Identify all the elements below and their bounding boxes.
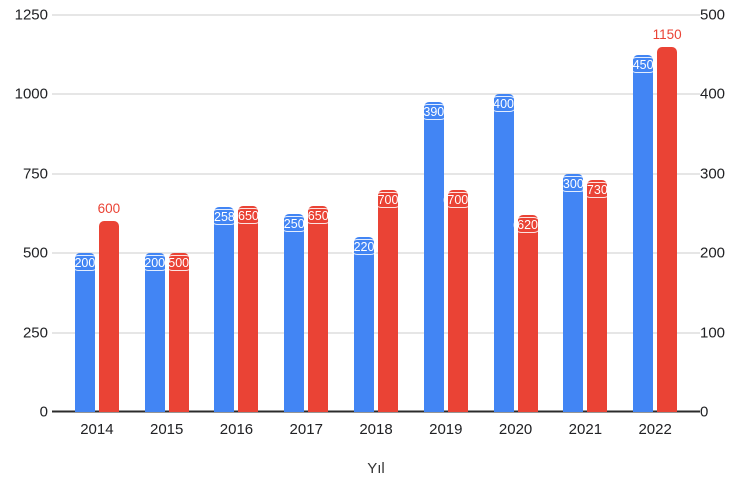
x-axis-labels: 2014 2015 2016 2017 2018 2019 2020 2021 2022 <box>62 421 690 439</box>
bar-value-label: 400 <box>489 96 519 113</box>
bar-value-label: 500 <box>164 255 194 272</box>
red-series-bar: 700 <box>443 189 473 412</box>
blue-series-bar: 300 <box>558 173 588 412</box>
x-axis-tick-label: 2015 <box>149 421 184 438</box>
x-axis-tick-label: 2022 <box>638 421 672 438</box>
right-axis-tick-label: 300 <box>700 165 726 183</box>
x-axis-tick-label: 2016 <box>219 421 254 438</box>
blue-series-bar: 250 <box>279 213 309 412</box>
left-axis-tick-label: 250 <box>22 324 48 342</box>
red-series-bar: 600 <box>98 201 120 412</box>
right-axis-tick-label: 500 <box>700 6 726 24</box>
red-series-bar: 650 <box>234 205 263 412</box>
bar-value-label: 250 <box>279 215 309 232</box>
bar-group: 220 700 <box>341 15 411 412</box>
bar-group: 200 500 <box>132 15 202 412</box>
bar-value-label: 650 <box>303 207 333 224</box>
right-axis-labels: 0 100 200 300 400 500 <box>700 7 740 421</box>
blue-series-bar: 200 <box>140 253 170 412</box>
bars-layer: 200 600 200 500 258 650 250 650 220 700 390 700 400 6… <box>62 15 690 412</box>
left-axis-tick-label: 1250 <box>14 6 48 24</box>
red-series-bar: 700 <box>373 189 403 412</box>
bar-value-label: 700 <box>373 191 403 208</box>
bar-value-label: 650 <box>234 207 263 224</box>
x-axis-tick-label: 2020 <box>498 421 533 438</box>
left-axis-tick-label: 500 <box>22 244 48 262</box>
x-axis-tick-label: 2018 <box>359 421 393 438</box>
right-axis-tick-label: 100 <box>700 324 726 342</box>
bar-group: 390 700 <box>411 15 481 412</box>
bar-group: 300 730 <box>550 15 620 412</box>
red-series-bar: 1150 <box>653 27 682 412</box>
red-series-bar: 500 <box>164 253 194 412</box>
blue-series-bar: 400 <box>489 94 519 412</box>
bar-group: 250 650 <box>271 15 341 412</box>
blue-series-bar: 390 <box>419 102 449 412</box>
blue-series-bar: 200 <box>70 253 100 412</box>
right-axis-tick-label: 0 <box>700 403 709 421</box>
bar-group: 258 650 <box>202 15 272 412</box>
right-axis-tick-label: 400 <box>700 85 726 103</box>
gridline <box>52 173 700 175</box>
bar-value-label: 390 <box>419 104 449 121</box>
axis-baseline <box>52 410 700 413</box>
bar-value-label: 200 <box>70 255 100 272</box>
red-series-bar: 620 <box>513 215 543 412</box>
blue-series-bar: 258 <box>210 207 239 412</box>
bar-group: 200 600 <box>62 15 132 412</box>
bar-value-label: 600 <box>97 201 121 217</box>
bar-value-label: 200 <box>140 255 170 272</box>
bar-value-label: 700 <box>443 191 473 208</box>
bar-value-label: 620 <box>513 217 543 234</box>
gridline <box>52 14 700 16</box>
bar-value-label: 450 <box>628 56 658 73</box>
bar-group: 450 1150 <box>620 15 690 412</box>
blue-series-bar: 220 <box>349 237 379 412</box>
red-series-bar: 730 <box>582 180 612 412</box>
left-axis-labels: 0 250 500 750 1000 1250 <box>0 7 48 421</box>
x-axis-title: Yıl <box>367 460 385 477</box>
x-axis-tick-label: 2014 <box>80 421 114 438</box>
left-axis-tick-label: 1000 <box>14 85 48 103</box>
left-axis-tick-label: 0 <box>39 403 48 421</box>
right-axis-tick-label: 200 <box>700 244 726 262</box>
red-series-bar: 650 <box>303 205 333 412</box>
bar-value-label: 220 <box>349 239 379 256</box>
left-axis-tick-label: 750 <box>22 165 48 183</box>
bar-group: 400 620 <box>481 15 551 412</box>
gridline <box>52 332 700 334</box>
x-axis-tick-label: 2017 <box>289 421 323 438</box>
gridline <box>52 93 700 95</box>
bar-value-label: 1150 <box>652 26 682 42</box>
bar-value-label: 730 <box>582 182 612 199</box>
x-axis-tick-label: 2021 <box>568 421 603 438</box>
blue-series-bar: 450 <box>628 54 658 412</box>
x-axis-tick-label: 2019 <box>429 421 463 438</box>
